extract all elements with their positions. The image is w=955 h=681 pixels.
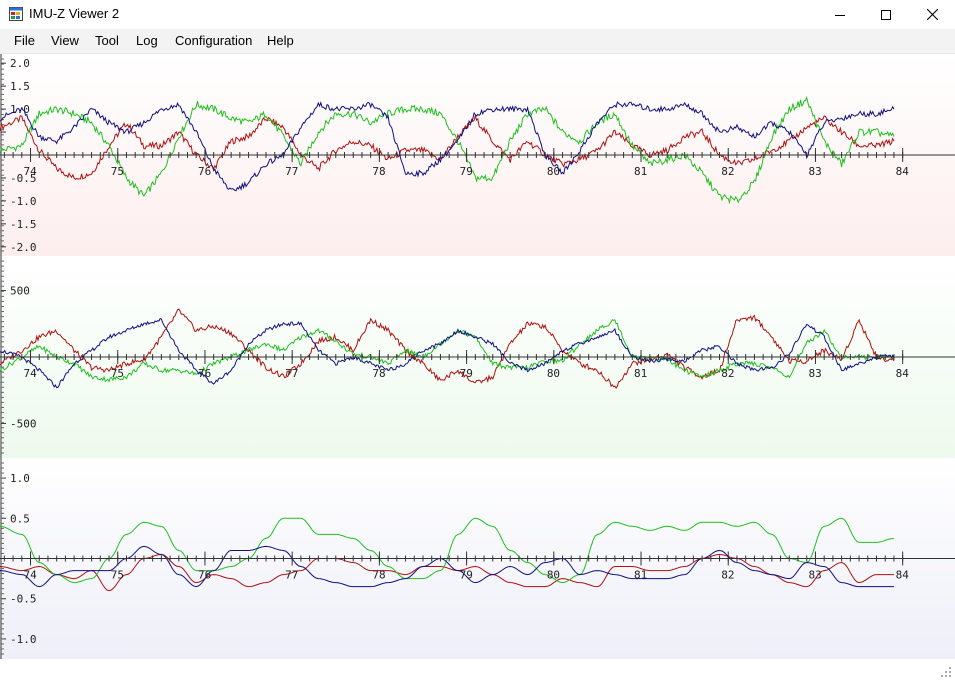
x-tick-label: 79 xyxy=(460,165,473,178)
x-tick-label: 74 xyxy=(24,165,38,178)
y-tick-label: 1.0 xyxy=(10,472,30,485)
y-tick-label: -2.0 xyxy=(10,241,37,254)
data-series-line xyxy=(0,95,895,205)
x-tick-label: 77 xyxy=(285,367,298,380)
x-tick-label: 75 xyxy=(111,367,124,380)
maximize-button[interactable] xyxy=(863,0,909,29)
data-series-line xyxy=(0,517,894,584)
menu-bar: File View Tool Log Configuration Help xyxy=(0,29,955,54)
maximize-icon xyxy=(881,9,891,20)
menu-tool[interactable]: Tool xyxy=(95,33,119,48)
x-tick-label: 80 xyxy=(547,569,560,582)
x-tick-label: 78 xyxy=(372,569,385,582)
minimize-button[interactable] xyxy=(817,0,863,29)
menu-help[interactable]: Help xyxy=(267,33,294,48)
x-tick-label: 77 xyxy=(285,569,298,582)
y-tick-label: 0.5 xyxy=(10,512,30,525)
accelerometer-chart: 2.01.51.0-0.5-1.0-1.5-2.074 75 76 77 78 79 80 8… xyxy=(0,54,955,256)
x-tick-label: 84 xyxy=(896,165,910,178)
y-tick-label: 2.0 xyxy=(10,57,30,70)
x-tick-label: 83 xyxy=(808,165,821,178)
x-tick-label: 75 xyxy=(111,569,124,582)
x-tick-label: 75 xyxy=(111,165,124,178)
x-tick-label: 76 xyxy=(198,569,211,582)
menu-file[interactable]: File xyxy=(14,33,35,48)
y-tick-label: -500 xyxy=(10,417,37,430)
orientation-chart: 1.0 0.5 -0.5 -1.0 74 75 76 77 78 79 80 81 82 83 84 xyxy=(0,458,955,659)
menu-view[interactable]: View xyxy=(51,33,79,48)
y-tick-label: -1.5 xyxy=(10,218,37,231)
y-tick-label: -0.5 xyxy=(10,593,37,606)
accelerometer-plot: 2.0 1.5 1.0 -0.5 -1.0 -1.5 -2.0 74 75 76 77 78 79 80 8… xyxy=(0,54,955,256)
x-tick-label: 78 xyxy=(372,165,385,178)
x-tick-label: 80 xyxy=(547,165,560,178)
x-tick-label: 83 xyxy=(808,367,821,380)
x-tick-label: 76 xyxy=(198,165,211,178)
y-tick-label: -1.0 xyxy=(10,633,37,646)
x-tick-label: 76 xyxy=(198,367,211,380)
x-tick-label: 83 xyxy=(808,569,821,582)
minimize-icon xyxy=(835,14,845,16)
gyroscope-chart: 500 -500 74 75 76 77 78 79 80 81 82 83 84 xyxy=(0,256,955,458)
x-tick-label: 74 xyxy=(24,367,38,380)
menu-log[interactable]: Log xyxy=(136,33,158,48)
window-title: IMU-Z Viewer 2 xyxy=(29,6,120,21)
close-button[interactable] xyxy=(909,0,955,29)
x-tick-label: 79 xyxy=(460,367,473,380)
data-series-line xyxy=(0,545,894,588)
x-tick-label: 81 xyxy=(634,367,647,380)
y-tick-label: 500 xyxy=(10,285,30,298)
title-bar: IMU-Z Viewer 2 xyxy=(0,0,955,29)
orientation-plot: 1.0 0.5 -0.5 -1.0 74 75 76 77 78 79 80 81 82 83 84 xyxy=(0,458,955,659)
resize-grip-icon[interactable] xyxy=(940,666,952,678)
x-tick-label: 84 xyxy=(896,367,910,380)
x-tick-label: 81 xyxy=(634,165,647,178)
x-tick-label: 78 xyxy=(372,367,385,380)
x-tick-label: 80 xyxy=(547,367,560,380)
x-tick-label: 82 xyxy=(721,367,734,380)
y-tick-label: 1.5 xyxy=(10,80,30,93)
x-tick-label: 79 xyxy=(460,569,473,582)
x-tick-label: 81 xyxy=(634,569,647,582)
x-tick-label: 82 xyxy=(721,569,734,582)
close-icon xyxy=(926,9,938,20)
x-tick-label: 74 xyxy=(24,569,38,582)
y-tick-label: -0.5 xyxy=(10,172,37,185)
y-tick-label: -1.0 xyxy=(10,195,37,208)
data-series-line xyxy=(0,318,895,389)
data-series-line xyxy=(0,100,895,192)
x-tick-label: 84 xyxy=(896,569,910,582)
x-tick-label: 77 xyxy=(285,165,298,178)
x-tick-label: 82 xyxy=(721,165,734,178)
app-window-icon xyxy=(9,7,23,21)
data-series-line xyxy=(0,113,895,181)
data-series-line xyxy=(0,308,895,389)
gyroscope-plot: 500 -500 74 75 76 77 78 79 80 81 82 83 84 xyxy=(0,256,955,458)
menu-configuration[interactable]: Configuration xyxy=(175,33,253,48)
